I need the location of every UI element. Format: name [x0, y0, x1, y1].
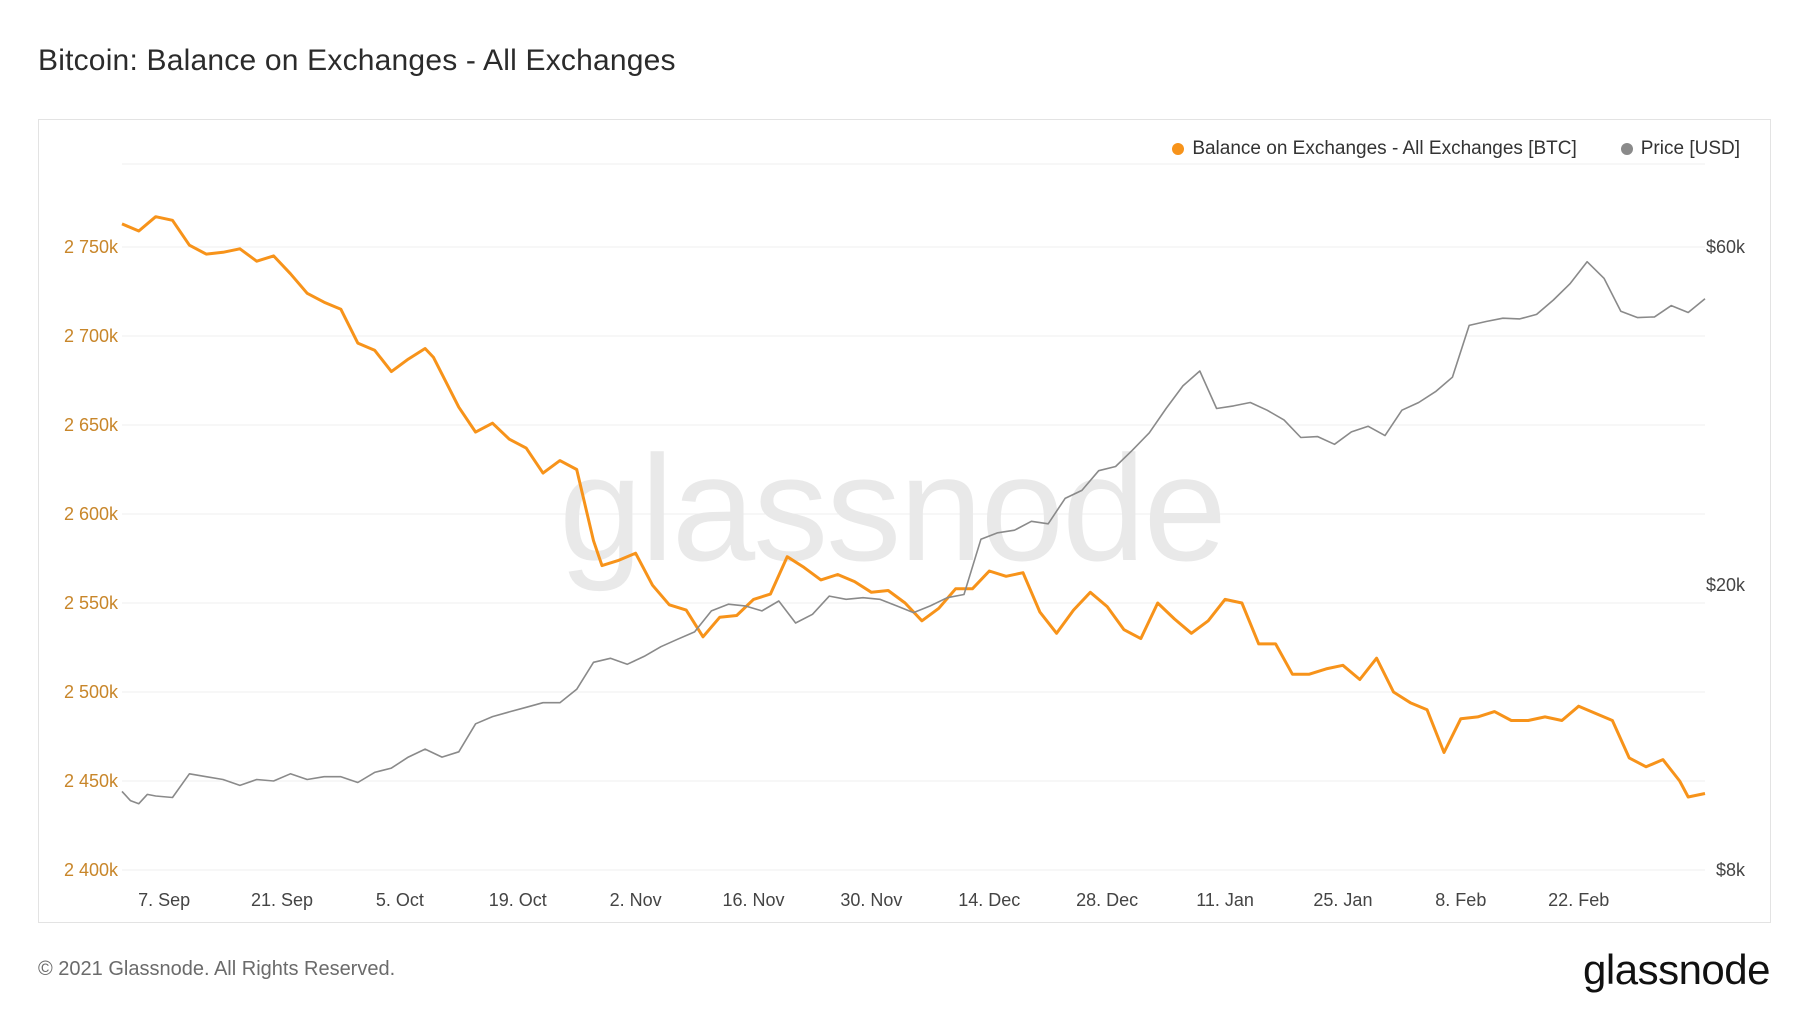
watermark-text: glassnode	[559, 424, 1225, 592]
right-tick-label: $60k	[1706, 237, 1746, 257]
x-tick-label: 25. Jan	[1313, 890, 1372, 910]
legend-item-balance[interactable]: Balance on Exchanges - All Exchanges [BT…	[1172, 138, 1577, 160]
x-tick-label: 30. Nov	[840, 890, 902, 910]
x-tick-label: 22. Feb	[1548, 890, 1609, 910]
page-title: Bitcoin: Balance on Exchanges - All Exch…	[38, 44, 676, 77]
footer-copyright: © 2021 Glassnode. All Rights Reserved.	[38, 958, 396, 980]
x-tick-label: 11. Jan	[1196, 890, 1254, 910]
legend-label-price: Price [USD]	[1640, 138, 1740, 159]
x-tick-label: 8. Feb	[1435, 890, 1486, 910]
legend-dot-balance	[1172, 143, 1185, 155]
left-tick-label: 2 600k	[64, 504, 119, 524]
x-tick-label: 7. Sep	[138, 890, 190, 910]
x-tick-label: 16. Nov	[722, 890, 784, 910]
left-tick-label: 2 550k	[64, 593, 119, 613]
x-axis-ticks: 7. Sep 21. Sep 5. Oct 19. Oct 2. Nov 16. Nov 3…	[138, 890, 1609, 910]
legend-dot-price	[1620, 143, 1633, 155]
right-tick-label: $20k	[1706, 575, 1746, 595]
left-tick-label: 2 650k	[64, 415, 119, 435]
left-tick-label: 2 400k	[64, 860, 119, 880]
left-tick-label: 2 750k	[64, 237, 119, 257]
gridlines	[122, 163, 1705, 871]
footer-logo[interactable]: glassnode	[1583, 946, 1770, 993]
chart-frame	[38, 119, 1771, 923]
legend-label-balance: Balance on Exchanges - All Exchanges [BT…	[1192, 138, 1577, 159]
x-tick-label: 5. Oct	[376, 890, 424, 910]
chart: glassnode 2 750k 2 700k 2 650k 2 600k 2 550k…	[64, 163, 1746, 910]
right-tick-label: $8k	[1716, 860, 1746, 880]
x-tick-label: 14. Dec	[958, 890, 1020, 910]
x-tick-label: 21. Sep	[251, 890, 313, 910]
left-axis-ticks: 2 750k 2 700k 2 650k 2 600k 2 550k 2 500k 2 45…	[64, 237, 119, 880]
right-axis-ticks: $8k $20k $60k	[1706, 237, 1746, 880]
x-tick-label: 2. Nov	[610, 890, 662, 910]
left-tick-label: 2 450k	[64, 771, 119, 791]
legend-item-price[interactable]: Price [USD]	[1620, 138, 1740, 160]
series-lines	[121, 215, 1706, 805]
left-tick-label: 2 500k	[64, 682, 119, 702]
x-tick-label: 28. Dec	[1076, 890, 1138, 910]
price-line	[121, 260, 1706, 805]
left-tick-label: 2 700k	[64, 326, 119, 346]
x-tick-label: 19. Oct	[489, 890, 547, 910]
legend: Balance on Exchanges - All Exchanges [BT…	[1172, 138, 1740, 160]
